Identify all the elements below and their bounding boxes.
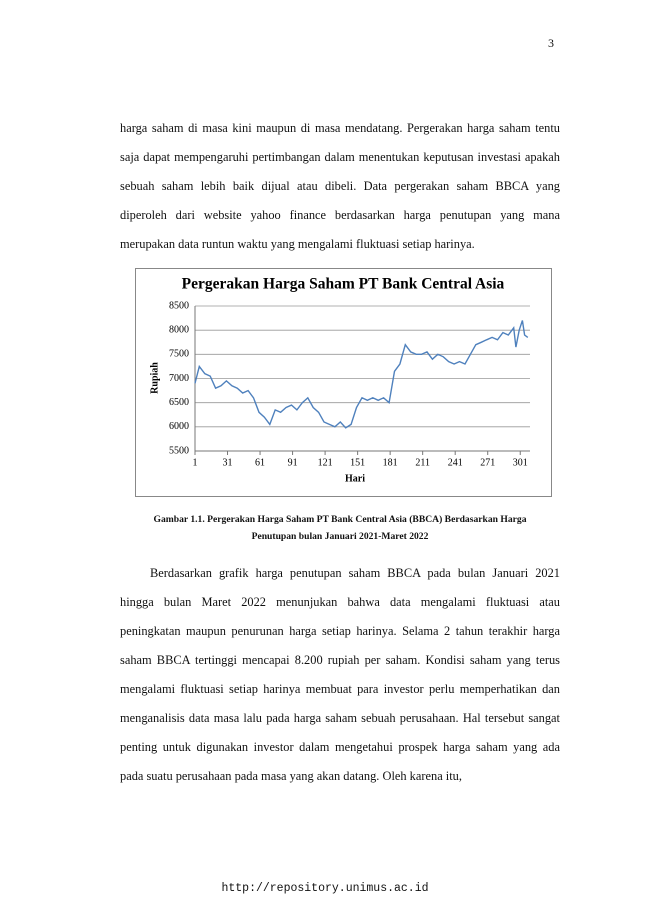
x-tick-label: 211 — [415, 457, 430, 468]
y-tick-label: 5500 — [169, 445, 189, 456]
price-line — [194, 320, 529, 429]
x-tick-label: 91 — [288, 457, 298, 468]
x-tick-label: 1 — [193, 457, 198, 468]
y-tick-label: 8000 — [169, 324, 189, 335]
x-tick-label: 271 — [480, 457, 495, 468]
caption: Gambar 1.1. Pergerakan Harga Saham PT Ba… — [153, 514, 527, 525]
x-tick-label: 151 — [350, 457, 365, 468]
y-tick-label: 8500 — [169, 300, 189, 311]
y-tick-label: 6500 — [169, 397, 189, 408]
chart-frame — [135, 268, 552, 497]
y-tick-label: 6000 — [169, 421, 189, 432]
x-tick-label: 31 — [223, 457, 233, 468]
x-tick-label: 181 — [383, 457, 398, 468]
caption: Penutupan bulan Januari 2021-Maret 2022 — [251, 531, 429, 542]
chart-title: Pergerakan Harga Saham PT Bank Central A… — [182, 276, 505, 293]
x-tick-label: 121 — [318, 457, 333, 468]
page-number: 3 — [548, 36, 554, 50]
x-tick-label: 301 — [513, 457, 528, 468]
y-tick-label: 7000 — [169, 373, 189, 384]
y-axis-label: Rupiah — [149, 362, 160, 394]
y-tick-label: 7500 — [169, 349, 189, 360]
x-axis-label: Hari — [345, 473, 365, 484]
footer-url: http://repository.unimus.ac.id — [221, 882, 429, 895]
x-tick-label: 61 — [255, 457, 265, 468]
paragraph: Berdasarkan grafik harga penutupan saham… — [120, 566, 560, 783]
paragraph: harga saham di masa kini maupun di masa … — [120, 121, 560, 251]
x-tick-label: 241 — [448, 457, 463, 468]
chart: Pergerakan Harga Saham PT Bank Central A… — [135, 268, 552, 497]
